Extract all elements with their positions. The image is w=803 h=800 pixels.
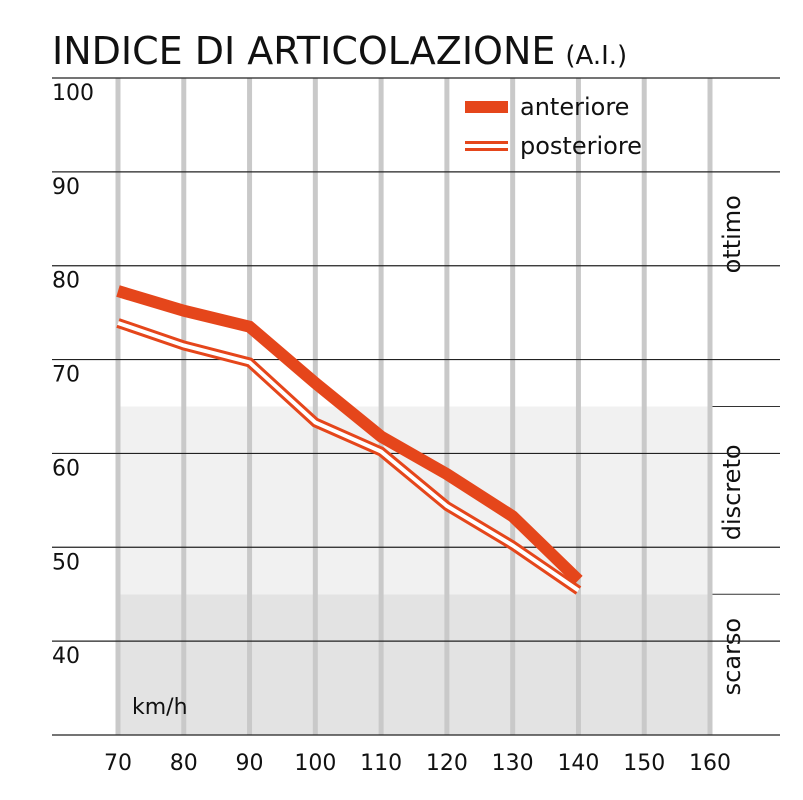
zone-band [118, 406, 710, 595]
chart-title-suffix: (A.I.) [565, 41, 627, 71]
zone-label: ottimo [718, 195, 746, 273]
zone-label: discreto [718, 444, 746, 540]
x-tick-label: 130 [492, 751, 534, 776]
y-tick-label: 90 [52, 175, 80, 200]
x-tick-label: 150 [623, 751, 665, 776]
legend-label: anteriore [520, 93, 629, 121]
zone-label: scarso [718, 618, 746, 695]
x-tick-label: 80 [170, 751, 198, 776]
chart-title: INDICE DI ARTICOLAZIONE [52, 29, 555, 73]
y-tick-label: 40 [52, 644, 80, 669]
x-tick-label: 100 [294, 751, 336, 776]
series-line [116, 285, 583, 585]
x-tick-label: 110 [360, 751, 402, 776]
legend-label: posteriore [520, 132, 642, 160]
x-axis-label: km/h [132, 695, 188, 720]
x-tick-label: 70 [104, 751, 132, 776]
x-tick-label: 140 [557, 751, 599, 776]
y-tick-label: 70 [52, 363, 80, 388]
chart-title-group: INDICE DI ARTICOLAZIONE (A.I.) [52, 29, 627, 73]
zone-band [118, 594, 710, 735]
series-line-inner [117, 321, 580, 593]
y-tick-label: 50 [52, 550, 80, 575]
x-tick-label: 120 [426, 751, 468, 776]
x-tick-label: 90 [236, 751, 264, 776]
y-tick-label: 80 [52, 269, 80, 294]
y-tick-label: 100 [52, 81, 94, 106]
x-tick-label: 160 [689, 751, 731, 776]
y-tick-label: 60 [52, 456, 80, 481]
zone-band [118, 78, 710, 407]
